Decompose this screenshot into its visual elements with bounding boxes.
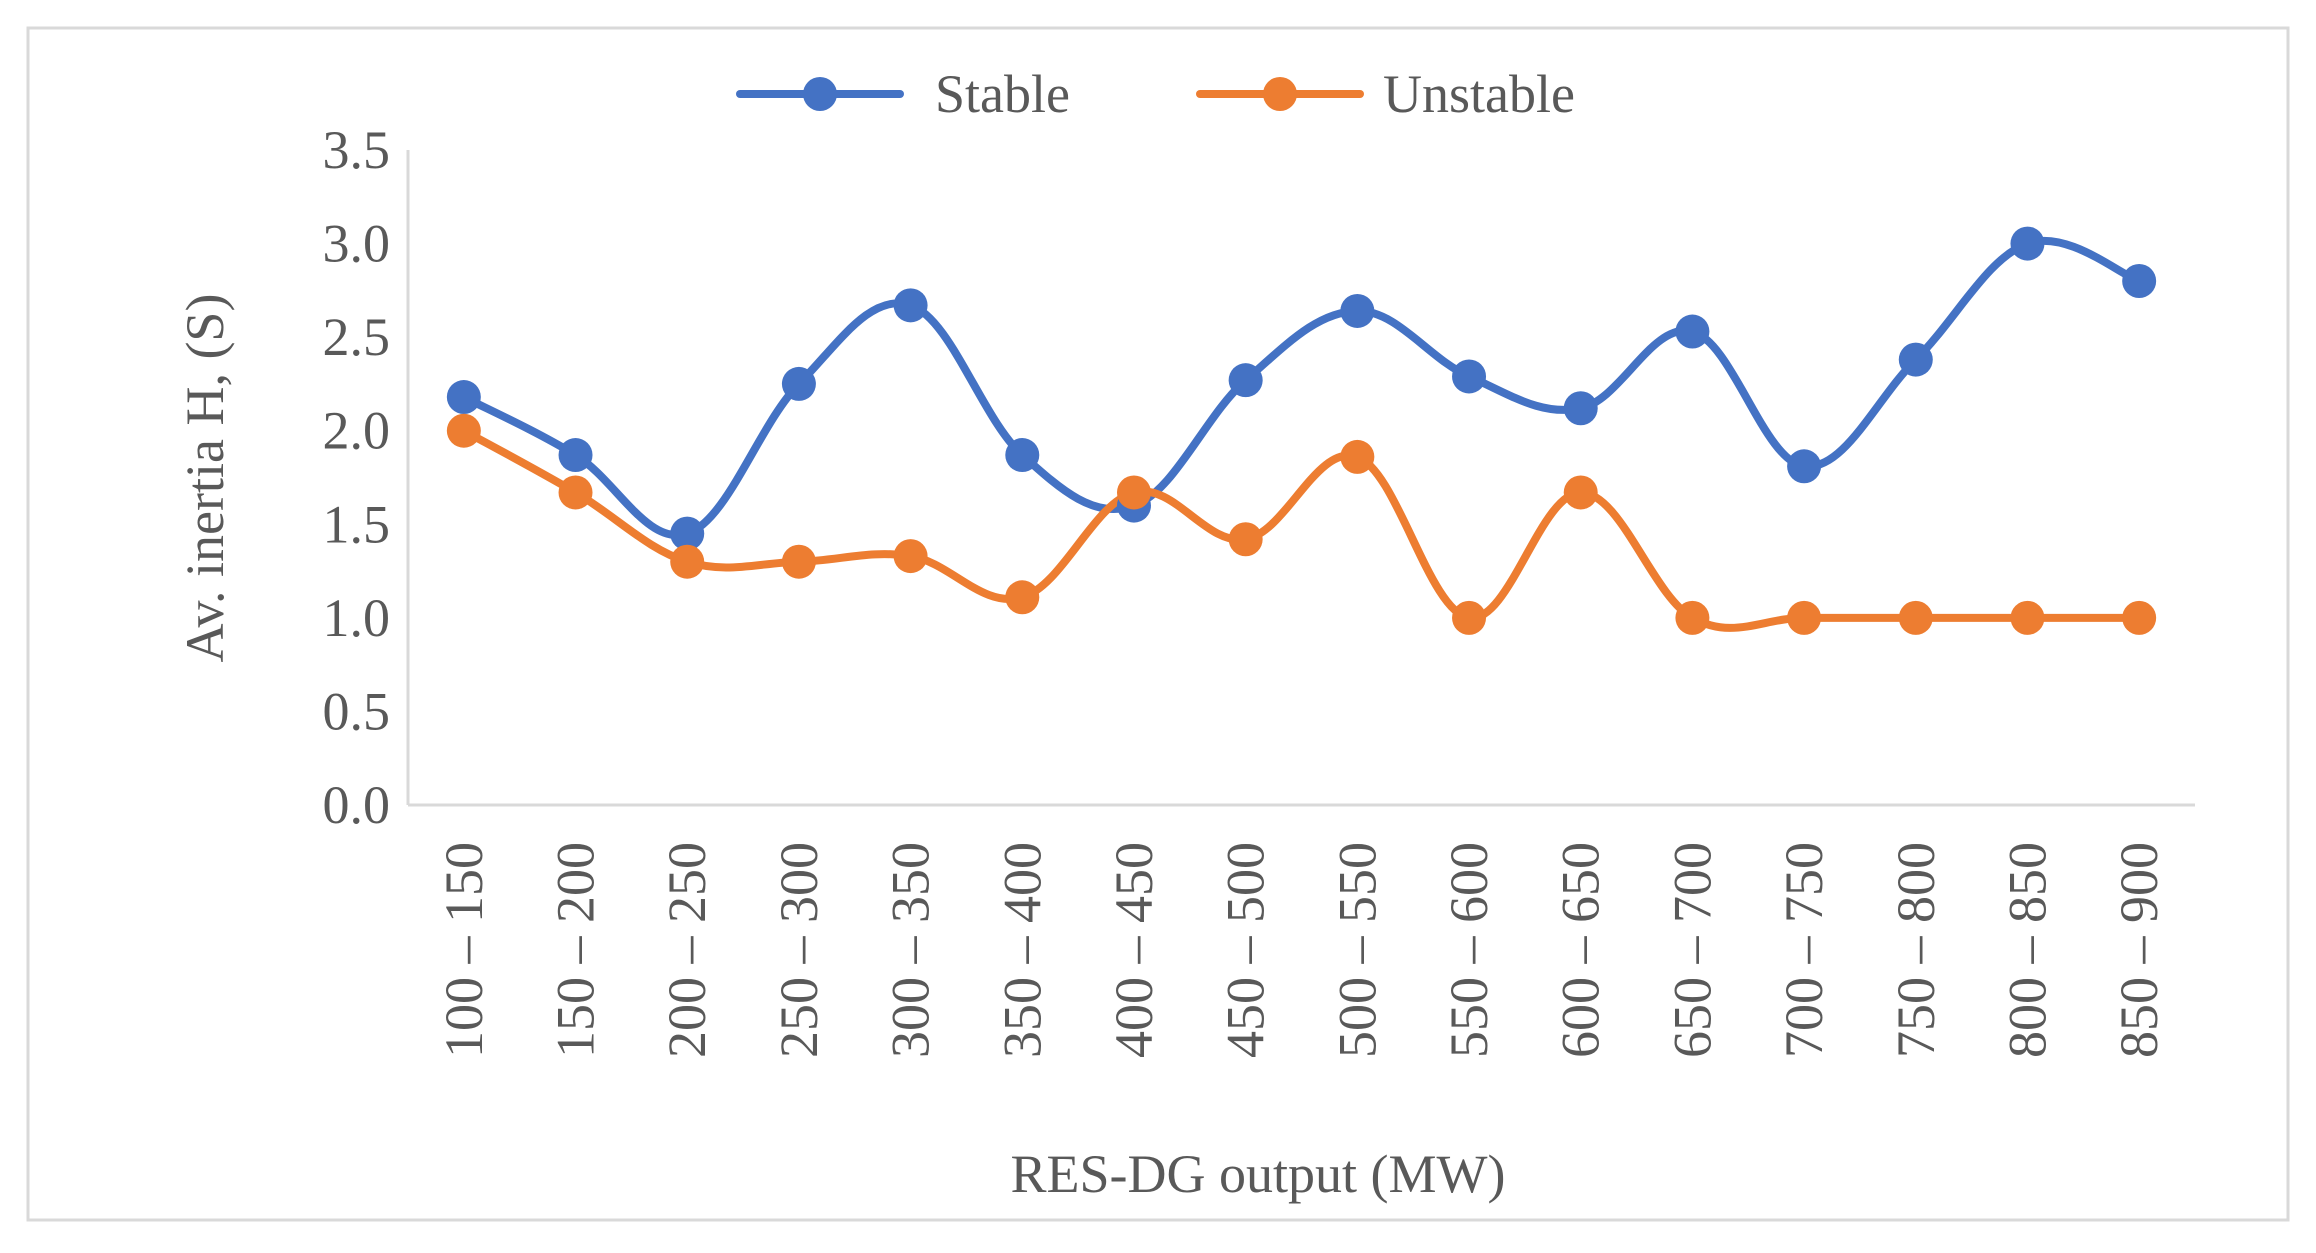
data-point-unstable — [893, 539, 928, 574]
y-tick-label: 1.0 — [323, 588, 391, 648]
data-point-stable — [1452, 359, 1487, 394]
y-tick-label: 0.0 — [323, 775, 391, 835]
data-point-unstable — [1787, 600, 1822, 635]
legend-label-stable: Stable — [935, 64, 1070, 124]
legend: Stable Unstable — [736, 64, 1575, 124]
data-point-stable — [670, 516, 705, 551]
x-tick-label: 100 – 150 — [434, 842, 494, 1058]
data-point-unstable — [1340, 439, 1375, 474]
data-point-stable — [1898, 342, 1933, 377]
data-point-stable — [1563, 391, 1598, 426]
legend-marker-unstable — [1263, 77, 1297, 111]
data-point-unstable — [781, 544, 816, 579]
x-tick-label: 150 – 200 — [546, 842, 606, 1058]
x-tick-label: 750 – 800 — [1886, 842, 1946, 1058]
x-tick-label: 550 – 600 — [1439, 842, 1499, 1058]
series-line-stable — [459, 236, 2144, 540]
data-point-unstable — [1116, 475, 1151, 510]
legend-item-unstable: Unstable — [1196, 64, 1575, 124]
data-point-stable — [2122, 264, 2157, 298]
x-tick-label: 850 – 900 — [2109, 842, 2169, 1058]
data-point-unstable — [1005, 580, 1040, 615]
data-point-unstable — [1563, 475, 1598, 510]
x-tick-label: 650 – 700 — [1662, 842, 1722, 1058]
y-tick-label: 0.5 — [323, 681, 391, 741]
y-tick-label: 3.0 — [323, 214, 391, 274]
x-tick-label: 500 – 550 — [1327, 842, 1387, 1058]
x-tick-label: 600 – 650 — [1551, 842, 1611, 1058]
data-point-unstable — [446, 413, 481, 448]
x-tick-label: 400 – 450 — [1104, 842, 1164, 1058]
data-point-unstable — [2122, 600, 2157, 635]
data-point-unstable — [1452, 600, 1487, 635]
data-point-stable — [1675, 314, 1710, 349]
data-point-stable — [446, 380, 481, 415]
data-point-unstable — [670, 544, 705, 579]
x-tick-label: 200 – 250 — [657, 842, 717, 1058]
data-point-unstable — [1898, 600, 1933, 635]
y-axis-title: Av. inertia H, (S) — [175, 294, 235, 663]
y-tick-label: 1.5 — [323, 494, 391, 554]
x-tick-label: 800 – 850 — [1997, 842, 2057, 1058]
data-point-unstable — [2010, 600, 2045, 635]
data-point-unstable — [558, 475, 593, 510]
data-point-unstable — [1675, 600, 1710, 635]
data-point-stable — [893, 288, 928, 323]
legend-label-unstable: Unstable — [1383, 64, 1575, 124]
series-layer — [446, 226, 2157, 635]
x-axis-ticks: 100 – 150 150 – 200 200 – 250 250 – 300 300 … — [434, 842, 2169, 1058]
legend-item-stable: Stable — [736, 64, 1070, 124]
data-point-stable — [558, 438, 593, 473]
data-point-unstable — [1228, 522, 1263, 557]
data-point-stable — [1228, 363, 1263, 398]
x-tick-label: 250 – 300 — [769, 842, 829, 1058]
data-point-stable — [2010, 226, 2045, 261]
x-tick-label: 350 – 400 — [992, 842, 1052, 1058]
y-tick-label: 2.5 — [323, 307, 391, 367]
x-tick-label: 700 – 750 — [1774, 842, 1834, 1058]
x-tick-label: 300 – 350 — [881, 842, 941, 1058]
data-point-stable — [1005, 438, 1040, 473]
data-point-stable — [1787, 449, 1822, 484]
y-axis-ticks: 0.0 0.5 1.0 1.5 2.0 2.5 3.0 3.5 — [323, 120, 391, 835]
data-point-stable — [1340, 293, 1375, 328]
y-tick-label: 2.0 — [323, 401, 391, 461]
x-tick-label: 450 – 500 — [1216, 842, 1276, 1058]
data-point-stable — [781, 366, 816, 401]
legend-marker-stable — [803, 77, 837, 111]
x-axis-title: RES-DG output (MW) — [1011, 1144, 1506, 1204]
y-tick-label: 3.5 — [323, 120, 391, 180]
